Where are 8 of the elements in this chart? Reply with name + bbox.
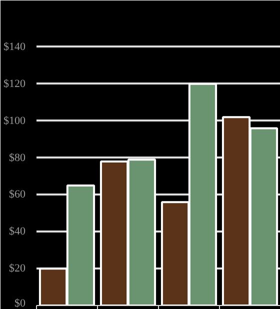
y-tick-label: $0 [14,298,26,309]
y-tick-label: $120 [4,78,26,90]
y-tick-label: $140 [4,40,26,53]
y-tick-label: $20 [9,262,26,275]
y-tick-label: $100 [4,114,26,127]
y-tick-label: $40 [9,226,26,238]
y-tick-label: $80 [9,152,26,164]
y-tick-label: $60 [9,188,26,201]
